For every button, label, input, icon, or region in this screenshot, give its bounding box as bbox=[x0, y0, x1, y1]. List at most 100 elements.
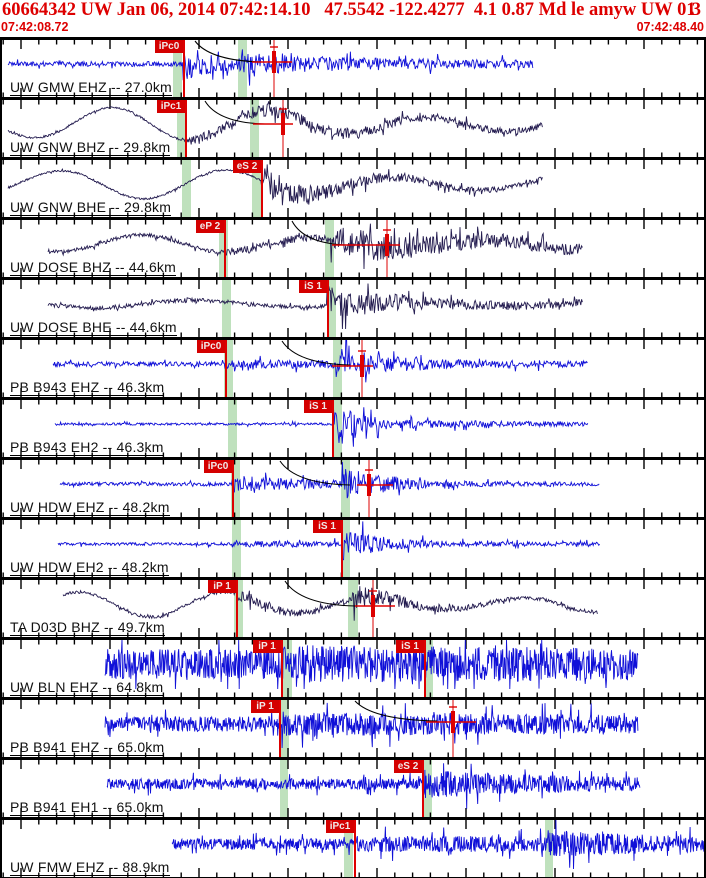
trace-panel[interactable]: iP 1 TA D03D BHZ -- 49.7km bbox=[2, 577, 704, 637]
pick-window-band bbox=[224, 340, 233, 397]
phase-pick-line[interactable] bbox=[332, 400, 334, 457]
pick-window-band bbox=[173, 40, 182, 97]
trace-panel[interactable]: iS 1 UW HDW EH2 -- 48.2km bbox=[2, 517, 704, 577]
waveform-svg bbox=[2, 340, 699, 397]
phase-pick-label[interactable]: iP 1 bbox=[208, 580, 236, 593]
pick-window-band bbox=[182, 160, 191, 217]
waveform-trace bbox=[59, 462, 600, 499]
phase-pick-label[interactable]: iPc0 bbox=[197, 340, 225, 353]
waveform-svg bbox=[2, 220, 699, 277]
station-label: UW HDW EHZ -- 48.2km bbox=[10, 499, 170, 516]
waveform-svg bbox=[2, 640, 699, 697]
waveform-svg bbox=[2, 460, 699, 517]
phase-pick-line[interactable] bbox=[422, 760, 424, 817]
pick-window-band bbox=[231, 460, 240, 517]
phase-pick-label[interactable]: iS 1 bbox=[299, 280, 327, 293]
amplitude-cross[interactable] bbox=[355, 580, 395, 637]
phase-pick-line[interactable] bbox=[232, 460, 234, 517]
trace-panel[interactable]: iP 1 PB B941 EHZ -- 65.0km bbox=[2, 697, 704, 757]
time-axis-ticks bbox=[2, 40, 699, 97]
waveform-svg bbox=[2, 700, 699, 757]
trace-panel[interactable]: iP 1 iS 1 UW BLN EHZ -- 64.8km bbox=[2, 637, 704, 697]
window-start-time: 07:42:08.72 bbox=[1, 20, 69, 34]
coda-decay-curve bbox=[354, 700, 438, 722]
pick-window-band bbox=[238, 40, 247, 97]
phase-pick-label[interactable]: eP 2 bbox=[196, 220, 224, 233]
waveform-trace bbox=[171, 820, 704, 870]
time-axis-ticks bbox=[2, 640, 699, 697]
waveform-svg bbox=[2, 280, 699, 337]
trace-panel[interactable]: iPc0 UW GMW EHZ -- 27.0km bbox=[2, 37, 704, 97]
time-axis-ticks bbox=[2, 520, 699, 577]
page-number: 3 bbox=[691, 0, 701, 20]
phase-pick-line[interactable] bbox=[354, 820, 356, 877]
coda-decay-curve bbox=[279, 460, 351, 486]
phase-pick-label[interactable]: eS 2 bbox=[233, 160, 261, 173]
phase-pick-label[interactable]: iP 1 bbox=[251, 700, 279, 713]
time-axis-ticks bbox=[2, 820, 699, 877]
trace-panel[interactable]: iS 1 PB B943 EH2 -- 46.3km bbox=[2, 397, 704, 457]
waveform-trace bbox=[54, 404, 589, 447]
coda-decay-curve bbox=[284, 580, 356, 607]
event-summary-text: 60664342 UW Jan 06, 2014 07:42:14.10 47.… bbox=[2, 0, 696, 20]
trace-panel[interactable]: eS 2 PB B941 EH1 -- 65.0km bbox=[2, 757, 704, 817]
phase-pick-line[interactable] bbox=[281, 640, 283, 697]
pick-window-band bbox=[177, 100, 186, 157]
pick-window-band bbox=[232, 520, 241, 577]
phase-pick-line[interactable] bbox=[341, 520, 343, 577]
waveform-trace bbox=[104, 640, 639, 690]
phase-pick-label[interactable]: iPc1 bbox=[326, 820, 354, 833]
phase-pick-line[interactable] bbox=[225, 340, 227, 397]
pick-window-band bbox=[282, 640, 292, 697]
phase-pick-line[interactable] bbox=[224, 220, 226, 277]
phase-pick-line[interactable] bbox=[261, 160, 263, 217]
phase-pick-label[interactable]: iS 1 bbox=[396, 640, 424, 653]
waveform-trace bbox=[52, 340, 588, 383]
waveform-trace bbox=[47, 223, 583, 270]
amplitude-cross[interactable] bbox=[332, 340, 373, 397]
phase-pick-line[interactable] bbox=[236, 580, 238, 637]
phase-pick-label[interactable]: iPc0 bbox=[155, 40, 183, 53]
phase-pick-line[interactable] bbox=[183, 40, 185, 97]
trace-panel[interactable]: eS 2 UW GNW BHE -- 29.8km bbox=[2, 157, 704, 217]
station-label: TA D03D BHZ -- 49.7km bbox=[10, 619, 165, 636]
phase-pick-label[interactable]: iPc1 bbox=[157, 100, 185, 113]
station-label: UW GNW BHZ -- 29.8km bbox=[10, 139, 171, 156]
phase-pick-label[interactable]: iS 1 bbox=[304, 400, 332, 413]
trace-panel[interactable]: iPc0 PB B943 EHZ -- 46.3km bbox=[2, 337, 704, 397]
phase-pick-line[interactable] bbox=[424, 640, 426, 697]
trace-panel[interactable]: iPc1 UW FMW EHZ -- 88.9km bbox=[2, 817, 704, 877]
phase-pick-label[interactable]: iS 1 bbox=[313, 520, 341, 533]
amplitude-cross[interactable] bbox=[252, 40, 292, 97]
pick-window-band bbox=[250, 100, 259, 157]
time-axis-ticks bbox=[2, 460, 699, 517]
trace-panel[interactable]: eP 2 UW DOSE BHZ -- 44.6km bbox=[2, 217, 704, 277]
phase-pick-label[interactable]: iPc0 bbox=[204, 460, 232, 473]
amplitude-cross[interactable] bbox=[357, 460, 393, 517]
waveform-trace bbox=[104, 702, 639, 749]
trace-panel[interactable]: iPc0 UW HDW EHZ -- 48.2km bbox=[2, 457, 704, 517]
amplitude-cross[interactable] bbox=[332, 220, 400, 277]
waveform-trace bbox=[106, 763, 641, 809]
phase-pick-label[interactable]: eS 2 bbox=[394, 760, 422, 773]
trace-panel[interactable]: iS 1 UW DOSE BHE -- 44.6km bbox=[2, 277, 704, 337]
station-label: PB B943 EHZ -- 46.3km bbox=[10, 379, 165, 396]
phase-pick-line[interactable] bbox=[327, 280, 329, 337]
amplitude-cross[interactable] bbox=[253, 100, 293, 157]
amplitude-cross[interactable] bbox=[426, 700, 476, 757]
station-label: UW DOSE BHE -- 44.6km bbox=[10, 319, 177, 336]
pick-window-band bbox=[219, 220, 228, 277]
event-header: 60664342 UW Jan 06, 2014 07:42:14.10 47.… bbox=[0, 0, 706, 37]
pick-window-band bbox=[222, 280, 231, 337]
time-axis-ticks bbox=[2, 700, 699, 757]
station-label: UW GNW BHE -- 29.8km bbox=[10, 199, 172, 216]
station-label: PB B941 EHZ -- 65.0km bbox=[10, 739, 165, 756]
window-end-time: 07:42:48.40 bbox=[636, 20, 704, 34]
phase-pick-line[interactable] bbox=[185, 100, 187, 157]
station-label: UW FMW EHZ -- 88.9km bbox=[10, 859, 170, 876]
phase-pick-label[interactable]: iP 1 bbox=[253, 640, 281, 653]
phase-pick-line[interactable] bbox=[279, 700, 281, 757]
waveform-trace bbox=[7, 49, 534, 86]
station-label: PB B943 EH2 -- 46.3km bbox=[10, 439, 164, 456]
trace-panel[interactable]: iPc1 UW GNW BHZ -- 29.8km bbox=[2, 97, 704, 157]
